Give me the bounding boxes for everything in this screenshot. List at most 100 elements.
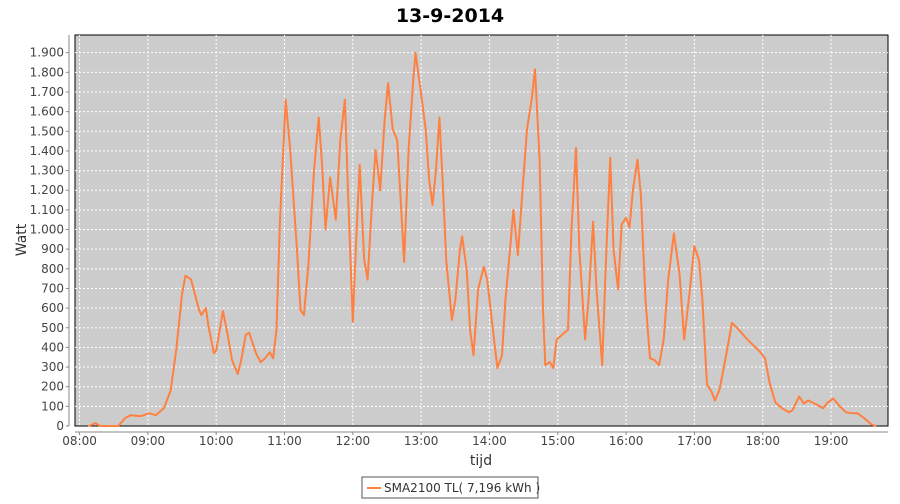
legend-label: SMA2100 TL( 7,196 kWh ) bbox=[384, 481, 540, 495]
data-point bbox=[781, 407, 783, 410]
data-point bbox=[592, 220, 594, 223]
data-point bbox=[324, 228, 327, 231]
data-point bbox=[307, 264, 310, 266]
data-point bbox=[492, 328, 494, 331]
data-point bbox=[575, 147, 577, 149]
data-point bbox=[289, 149, 292, 151]
data-point bbox=[774, 401, 777, 404]
data-point bbox=[99, 425, 101, 427]
data-point bbox=[387, 82, 389, 84]
data-point bbox=[826, 401, 829, 404]
data-point bbox=[738, 328, 740, 331]
data-point bbox=[222, 310, 224, 312]
data-point bbox=[129, 414, 132, 416]
x-tick-label: 08:00 bbox=[62, 434, 97, 448]
y-tick-label: 1.700 bbox=[30, 85, 64, 99]
data-point bbox=[482, 266, 485, 268]
data-point bbox=[636, 158, 639, 161]
data-point bbox=[504, 299, 507, 302]
data-point bbox=[296, 249, 298, 251]
data-point bbox=[317, 116, 320, 119]
x-tick-label: 11:00 bbox=[267, 434, 302, 448]
data-point bbox=[391, 128, 394, 131]
x-tick-label: 13:00 bbox=[404, 434, 439, 448]
data-point bbox=[240, 359, 243, 361]
data-point bbox=[561, 333, 564, 336]
data-point bbox=[371, 199, 373, 201]
series-group bbox=[87, 51, 877, 427]
data-point bbox=[706, 383, 708, 386]
x-tick-label: 12:00 bbox=[336, 434, 371, 448]
data-point bbox=[244, 333, 247, 336]
data-point bbox=[124, 417, 126, 419]
data-point bbox=[764, 357, 766, 360]
data-point bbox=[441, 183, 444, 186]
data-point bbox=[451, 319, 453, 321]
y-axis: 0 100 200 300 400 500 600 700 800 900 1.000 1.100 1.… bbox=[30, 35, 70, 433]
data-point bbox=[542, 309, 544, 311]
data-point bbox=[791, 409, 794, 412]
data-point bbox=[807, 399, 810, 402]
data-point bbox=[424, 128, 427, 131]
data-point bbox=[190, 278, 192, 281]
data-point bbox=[710, 390, 713, 393]
y-tick-label: 1.000 bbox=[30, 223, 64, 237]
data-point bbox=[595, 288, 598, 291]
data-point bbox=[584, 338, 586, 341]
data-point bbox=[822, 407, 824, 410]
data-point bbox=[625, 216, 627, 219]
data-point bbox=[383, 118, 386, 121]
y-tick-label: 1.900 bbox=[30, 46, 64, 60]
data-point bbox=[788, 411, 790, 414]
data-point bbox=[698, 259, 700, 261]
data-point bbox=[718, 388, 721, 391]
x-tick-label: 19:00 bbox=[814, 434, 849, 448]
data-point bbox=[255, 352, 257, 355]
data-point bbox=[94, 422, 97, 424]
y-tick-label: 200 bbox=[41, 380, 64, 394]
data-point bbox=[486, 278, 488, 281]
data-point bbox=[509, 249, 511, 251]
data-point bbox=[544, 364, 547, 366]
data-point bbox=[303, 314, 305, 316]
data-point bbox=[352, 321, 354, 323]
data-point bbox=[724, 359, 726, 361]
data-point bbox=[205, 307, 207, 309]
data-point bbox=[673, 232, 675, 235]
x-tick-label: 18:00 bbox=[745, 434, 780, 448]
data-point bbox=[339, 139, 342, 141]
data-point bbox=[163, 407, 165, 410]
x-tick-label: 17:00 bbox=[677, 434, 712, 448]
chart-title: 13-9-2014 bbox=[396, 5, 504, 27]
data-point bbox=[465, 268, 468, 271]
data-point bbox=[549, 361, 551, 363]
data-point bbox=[117, 425, 120, 427]
data-point bbox=[496, 367, 499, 369]
x-tick-label: 10:00 bbox=[199, 434, 234, 448]
y-tick-label: 1.100 bbox=[30, 203, 64, 217]
data-point bbox=[604, 268, 607, 271]
data-point bbox=[759, 351, 762, 354]
data-point bbox=[407, 149, 410, 151]
data-point bbox=[870, 423, 872, 425]
data-point bbox=[874, 425, 877, 427]
data-point bbox=[751, 343, 754, 346]
data-point bbox=[374, 149, 377, 151]
data-point bbox=[264, 357, 266, 360]
data-point bbox=[355, 238, 358, 241]
data-point bbox=[399, 199, 402, 201]
data-point bbox=[321, 163, 323, 166]
data-point bbox=[469, 328, 471, 331]
data-point bbox=[268, 351, 271, 354]
data-point bbox=[344, 99, 346, 101]
x-tick-label: 14:00 bbox=[472, 434, 507, 448]
data-point bbox=[148, 412, 150, 415]
data-point bbox=[578, 249, 581, 251]
data-point bbox=[231, 359, 233, 361]
data-point bbox=[358, 163, 361, 166]
data-point bbox=[412, 79, 414, 81]
y-tick-label: 1.200 bbox=[30, 183, 64, 197]
data-point bbox=[87, 425, 90, 427]
data-point bbox=[431, 204, 434, 206]
